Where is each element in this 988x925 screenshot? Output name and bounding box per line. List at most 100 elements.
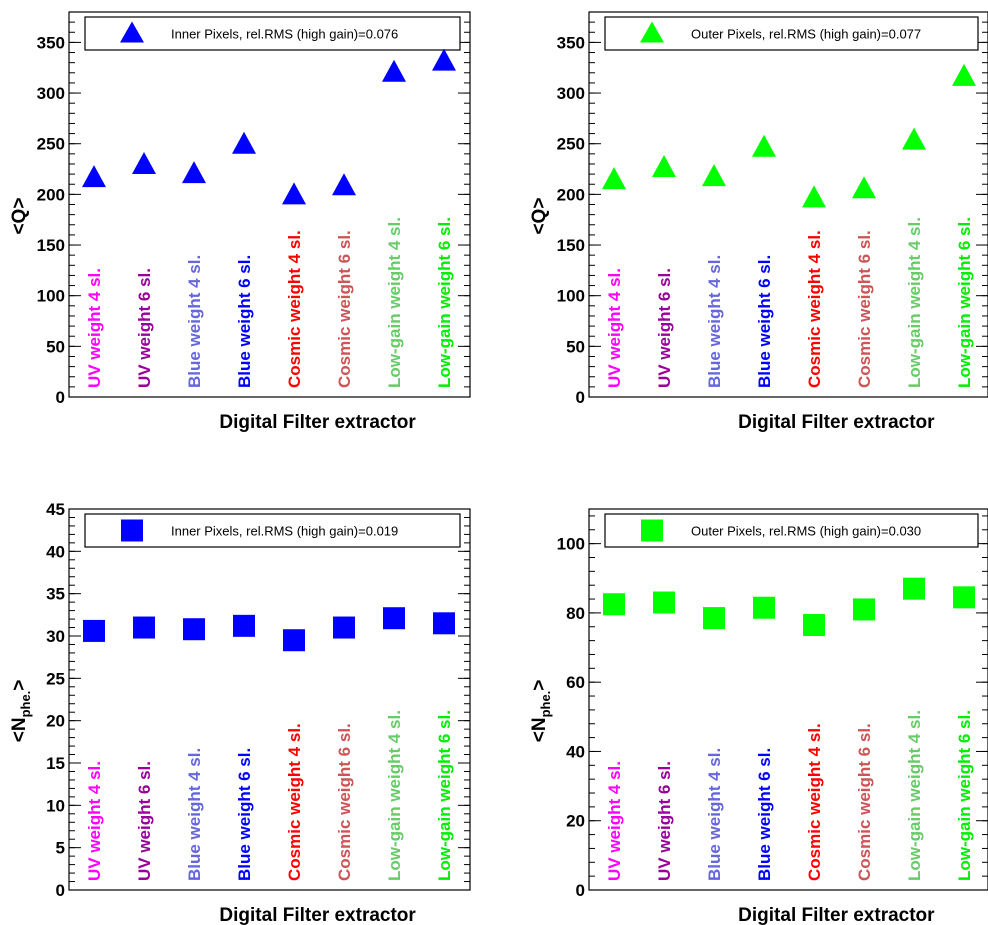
data-point [283, 629, 305, 652]
y-tick-label: 100 [37, 287, 65, 306]
y-tick-label: 200 [37, 185, 65, 204]
x-category-label: UV weight 6 sl. [135, 761, 154, 881]
x-category-label: Cosmic weight 6 sl. [335, 230, 354, 388]
data-point [853, 598, 875, 621]
legend-marker [121, 519, 143, 542]
legend-box [84, 16, 461, 51]
data-point [182, 161, 206, 184]
y-tick-label: 150 [557, 236, 585, 255]
legend-marker [120, 21, 144, 43]
x-category-label: Low-gain weight 4 sl. [385, 710, 404, 881]
y-tick-label: 0 [56, 388, 65, 407]
legend-marker [640, 21, 664, 43]
x-category-label: Cosmic weight 4 sl. [285, 723, 304, 881]
y-axis-label: <Q> [529, 198, 550, 235]
legend-box [604, 16, 979, 51]
data-point [803, 614, 825, 637]
y-tick-label: 100 [557, 287, 585, 306]
y-tick-label: 0 [576, 881, 585, 900]
y-tick-label: 200 [557, 185, 585, 204]
plot-frame [588, 11, 988, 398]
y-tick-label: 300 [557, 84, 585, 103]
data-point [653, 591, 675, 614]
data-point [282, 182, 306, 205]
chart-panel-3: 0 5 10 15 20 25 30 35 40 45 <Nphe.> Digital Filter … [9, 500, 471, 925]
x-category-label: UV weight 4 sl. [605, 761, 624, 881]
y-tick-label: 250 [37, 135, 65, 154]
y-tick-label: 30 [46, 627, 65, 646]
y-tick-label: 40 [46, 542, 65, 561]
y-tick-label: 35 [46, 585, 65, 604]
data-point [332, 173, 356, 196]
y-axis-label: <Nphe.> [9, 680, 33, 743]
x-axis-label: Digital Filter extractor [219, 412, 416, 433]
y-tick-label: 0 [576, 388, 585, 407]
y-axis-label: <Nphe.> [529, 680, 553, 743]
x-category-label: UV weight 6 sl. [655, 268, 674, 388]
data-point [953, 586, 975, 609]
legend-marker [641, 519, 663, 542]
data-point [753, 596, 775, 619]
data-point [232, 131, 256, 154]
y-tick-label: 10 [46, 796, 65, 815]
y-tick-label: 5 [56, 839, 65, 858]
y-tick-label: 0 [56, 881, 65, 900]
x-axis-label: Digital Filter extractor [738, 412, 935, 433]
legend-label: Outer Pixels, rel.RMS (high gain)=0.077 [691, 27, 921, 42]
data-point [952, 63, 976, 86]
y-tick-label: 60 [566, 673, 585, 692]
y-tick-label: 15 [46, 754, 65, 773]
y-tick-label: 50 [46, 337, 65, 356]
y-tick-label: 250 [557, 135, 585, 154]
x-category-label: Cosmic weight 6 sl. [855, 723, 874, 881]
x-category-label: Blue weight 4 sl. [185, 748, 204, 881]
x-category-label: Blue weight 6 sl. [755, 748, 774, 881]
legend-label: Inner Pixels, rel.RMS (high gain)=0.019 [171, 524, 398, 539]
x-category-label: Low-gain weight 6 sl. [955, 710, 974, 881]
x-category-label: Low-gain weight 4 sl. [385, 217, 404, 388]
x-category-label: Cosmic weight 4 sl. [805, 723, 824, 881]
x-axis-label: Digital Filter extractor [738, 905, 935, 925]
data-point [652, 155, 676, 178]
x-category-label: Blue weight 6 sl. [755, 255, 774, 388]
x-category-label: Low-gain weight 6 sl. [435, 217, 454, 388]
data-point [382, 59, 406, 82]
data-point [603, 593, 625, 616]
y-tick-label: 20 [566, 812, 585, 831]
y-tick-label: 20 [46, 712, 65, 731]
data-point [902, 127, 926, 150]
data-point [752, 134, 776, 157]
data-point [432, 48, 456, 71]
data-point [852, 176, 876, 199]
x-category-label: Blue weight 4 sl. [705, 748, 724, 881]
x-category-label: Low-gain weight 4 sl. [905, 217, 924, 388]
data-point [83, 619, 105, 642]
data-point [383, 607, 405, 630]
data-point [433, 612, 455, 635]
x-category-label: UV weight 6 sl. [655, 761, 674, 881]
data-point [233, 614, 255, 637]
y-axis-label: <Q> [9, 198, 30, 235]
x-category-label: Low-gain weight 6 sl. [955, 217, 974, 388]
x-category-label: UV weight 4 sl. [85, 761, 104, 881]
y-tick-label: 350 [37, 33, 65, 52]
y-tick-label: 40 [566, 742, 585, 761]
y-tick-label: 80 [566, 604, 585, 623]
x-category-label: UV weight 6 sl. [135, 268, 154, 388]
legend-label: Inner Pixels, rel.RMS (high gain)=0.076 [171, 27, 398, 42]
data-point [903, 577, 925, 600]
x-category-label: UV weight 4 sl. [605, 268, 624, 388]
data-point [333, 616, 355, 639]
data-point [703, 607, 725, 630]
data-point [802, 185, 826, 208]
x-category-label: Low-gain weight 6 sl. [435, 710, 454, 881]
x-category-label: Blue weight 4 sl. [185, 255, 204, 388]
x-category-label: Blue weight 6 sl. [235, 255, 254, 388]
data-point [183, 618, 205, 641]
y-tick-label: 300 [37, 84, 65, 103]
chart-panel-4: 0 20 40 60 80 100 <Nphe.> Digital Filter extrac… [529, 508, 988, 925]
y-tick-label: 150 [37, 236, 65, 255]
x-category-label: Blue weight 6 sl. [235, 748, 254, 881]
y-tick-label: 45 [46, 500, 65, 519]
x-category-label: Low-gain weight 4 sl. [905, 710, 924, 881]
